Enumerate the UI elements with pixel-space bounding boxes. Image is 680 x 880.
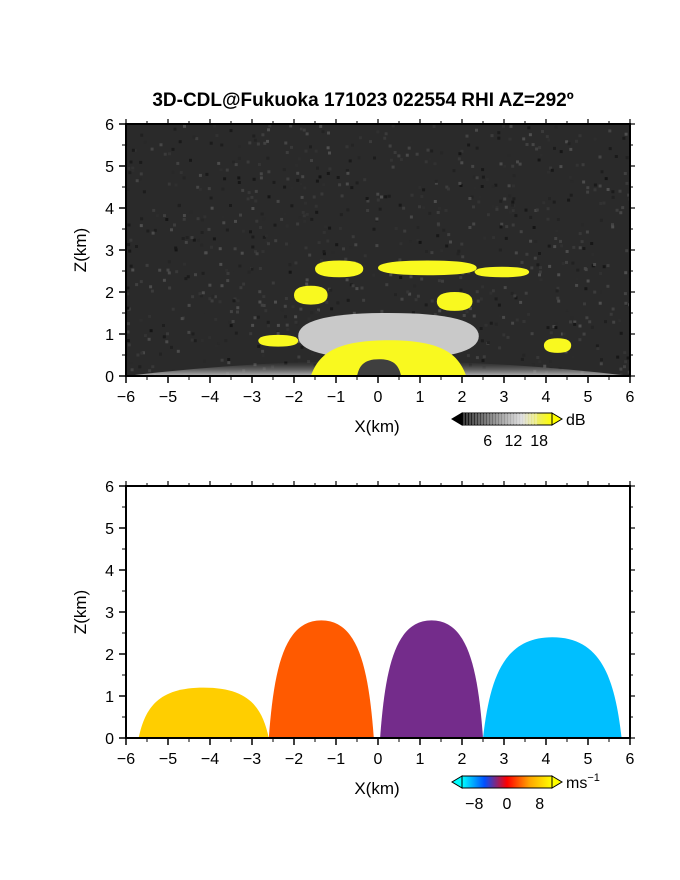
x-tick-label: 5 bbox=[584, 751, 593, 768]
x-tick-label: 3 bbox=[500, 751, 509, 768]
colorbar-tick-label: 0 bbox=[503, 796, 512, 813]
velocity-axis-ticks: −6 −5 −4 −3 −2 −1 0 1 2 3 4 5 6 0 1 2 3 4 5 6 bbox=[105, 479, 635, 768]
velocity-colorbar: −8 0 8 bbox=[451, 775, 563, 813]
x-tick-label: 4 bbox=[542, 389, 551, 406]
doppler-velocity-panel: −6 −5 −4 −3 −2 −1 0 1 2 3 4 5 6 0 1 2 3 4 5 6 Z(km) X(km) −… bbox=[71, 479, 635, 813]
colorbar-tick-label: 6 bbox=[483, 433, 492, 450]
colorbar-gradient bbox=[461, 775, 553, 789]
velocity-y-axis-label: Z(km) bbox=[71, 590, 90, 634]
x-tick-label: 4 bbox=[542, 751, 551, 768]
velocity-colorbar-unit: ms−1 bbox=[566, 772, 600, 792]
x-tick-label: 6 bbox=[626, 389, 635, 406]
x-tick-label: 2 bbox=[458, 751, 467, 768]
x-tick-label: −1 bbox=[327, 389, 345, 406]
echo-region-8 bbox=[543, 338, 572, 353]
y-tick-label: 1 bbox=[105, 327, 114, 344]
echo-region-6 bbox=[294, 285, 328, 305]
x-tick-label: −5 bbox=[159, 751, 177, 768]
y-tick-label: 0 bbox=[105, 369, 114, 386]
y-tick-label: 5 bbox=[105, 521, 114, 538]
x-tick-label: 2 bbox=[458, 389, 467, 406]
colorbar-tick-label: 18 bbox=[530, 433, 548, 450]
y-tick-label: 1 bbox=[105, 689, 114, 706]
echo-region-2 bbox=[258, 334, 299, 347]
colorbar-high-arrow bbox=[551, 775, 563, 789]
x-tick-label: 1 bbox=[416, 389, 425, 406]
colorbar-low-arrow bbox=[451, 775, 463, 789]
y-tick-label: 6 bbox=[105, 479, 114, 496]
echo-region-4 bbox=[378, 260, 477, 276]
colorbar-high-arrow bbox=[551, 412, 563, 426]
velocity-x-axis-label: X(km) bbox=[354, 779, 399, 798]
x-tick-label: −1 bbox=[327, 751, 345, 768]
echo-region-5 bbox=[474, 266, 530, 278]
reflectivity-x-axis-label: X(km) bbox=[354, 417, 399, 436]
reflectivity-axis-ticks: −6 −5 −4 −3 −2 −1 0 1 2 3 4 5 6 0 1 2 3 4 5 6 bbox=[105, 117, 635, 406]
echo-region-1 bbox=[268, 620, 374, 738]
colorbar-tick-label: 8 bbox=[535, 796, 544, 813]
echo-region-0 bbox=[138, 687, 269, 738]
y-tick-label: 4 bbox=[105, 201, 114, 218]
chart-title: 3D-CDL@Fukuoka 171023 022554 RHI AZ=292º bbox=[152, 90, 573, 111]
x-tick-label: −6 bbox=[117, 389, 135, 406]
x-tick-label: 0 bbox=[374, 389, 383, 406]
velocity-plot-area bbox=[126, 486, 630, 738]
x-tick-label: −3 bbox=[243, 389, 261, 406]
y-tick-label: 6 bbox=[105, 117, 114, 134]
echo-region-7 bbox=[436, 292, 473, 311]
y-tick-label: 0 bbox=[105, 731, 114, 748]
x-tick-label: 5 bbox=[584, 389, 593, 406]
velocity-colorbar-unit-base: ms bbox=[566, 775, 587, 792]
y-tick-label: 2 bbox=[105, 285, 114, 302]
reflectivity-plot-area bbox=[126, 124, 630, 376]
y-tick-label: 3 bbox=[105, 605, 114, 622]
x-tick-label: −4 bbox=[201, 751, 219, 768]
y-tick-label: 2 bbox=[105, 647, 114, 664]
echo-region-3 bbox=[483, 637, 622, 738]
colorbar-tick-label: 12 bbox=[505, 433, 523, 450]
echo-region-3 bbox=[315, 260, 364, 278]
colorbar-tick-label: −8 bbox=[465, 796, 483, 813]
echo-region-1 bbox=[310, 340, 467, 376]
x-tick-label: 3 bbox=[500, 389, 509, 406]
x-tick-label: 6 bbox=[626, 751, 635, 768]
x-tick-label: 1 bbox=[416, 751, 425, 768]
x-tick-label: −6 bbox=[117, 751, 135, 768]
x-tick-label: −5 bbox=[159, 389, 177, 406]
reflectivity-colorbar-unit: dB bbox=[566, 412, 586, 429]
colorbar-low-arrow bbox=[451, 412, 463, 426]
x-tick-label: −3 bbox=[243, 751, 261, 768]
velocity-colorbar-unit-exponent: −1 bbox=[587, 772, 600, 784]
reflectivity-colorbar: 6 12 18 bbox=[451, 412, 563, 450]
y-tick-label: 5 bbox=[105, 159, 114, 176]
x-tick-label: −2 bbox=[285, 751, 303, 768]
reflectivity-y-axis-label: Z(km) bbox=[71, 228, 90, 272]
x-tick-label: 0 bbox=[374, 751, 383, 768]
x-tick-label: −4 bbox=[201, 389, 219, 406]
y-tick-label: 3 bbox=[105, 243, 114, 260]
echo-region-0 bbox=[357, 359, 402, 376]
echo-region-2 bbox=[380, 620, 483, 738]
y-tick-label: 4 bbox=[105, 563, 114, 580]
x-tick-label: −2 bbox=[285, 389, 303, 406]
